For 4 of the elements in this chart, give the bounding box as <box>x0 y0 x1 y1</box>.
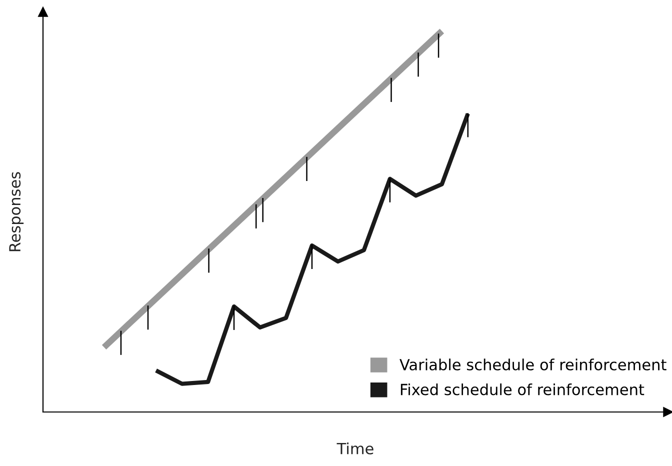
legend-label: Variable schedule of reinforcement <box>400 358 666 370</box>
legend-label: Fixed schedule of reinforcement <box>400 383 644 396</box>
x-axis-title: Time <box>336 442 374 454</box>
y-axis-title: Responses <box>9 172 24 252</box>
